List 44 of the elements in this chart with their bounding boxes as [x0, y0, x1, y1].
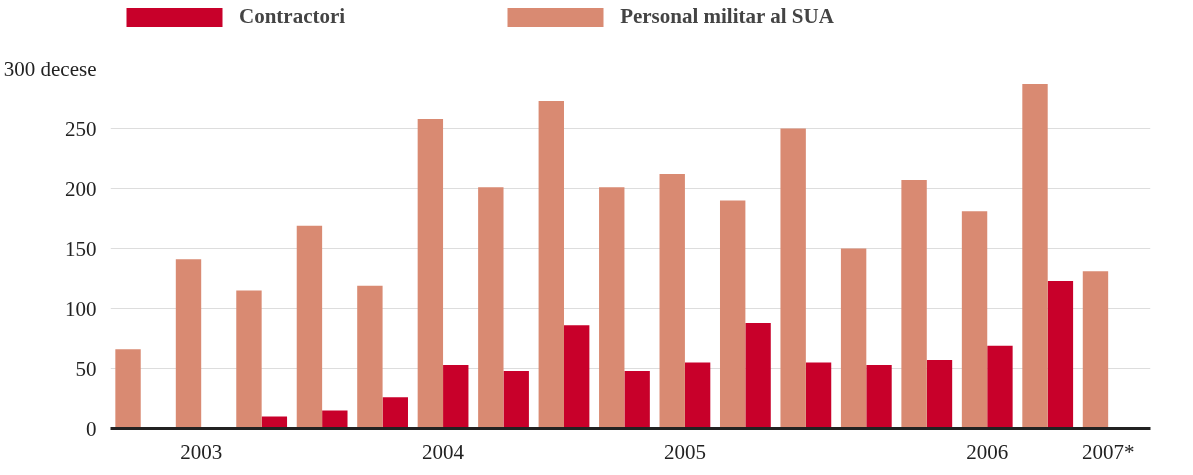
bar [840, 248, 867, 429]
bar [1082, 271, 1109, 429]
bar [322, 410, 348, 429]
bar [478, 187, 504, 429]
legend-label: Contractori [239, 4, 346, 29]
y-tick-label: 300 decese [3, 56, 97, 81]
bar [805, 362, 832, 429]
bar [624, 370, 650, 429]
bar [236, 290, 262, 429]
x-tick-label: 2004 [422, 439, 465, 464]
bar [961, 211, 988, 429]
x-tick-label: 2003 [180, 439, 223, 464]
y-tick-label: 150 [65, 236, 97, 261]
bar [987, 345, 1013, 429]
y-tick-label: 200 [65, 176, 97, 201]
bar [719, 200, 746, 429]
bar [296, 225, 323, 429]
bar [780, 128, 806, 429]
bar [1022, 84, 1048, 429]
legend-label: Personal militar al SUA [620, 4, 834, 29]
bar [745, 322, 771, 429]
x-tick-label: 2005 [663, 439, 706, 464]
bar [599, 187, 625, 429]
y-tick-label: 250 [65, 116, 97, 141]
bar [901, 180, 927, 429]
x-tick-label: 2007* [1081, 439, 1135, 464]
bar [443, 364, 469, 429]
bar [659, 174, 685, 429]
y-tick-label: 100 [65, 296, 97, 321]
bar [382, 397, 408, 429]
bar [503, 370, 529, 429]
bar [866, 364, 892, 429]
y-tick-label: 50 [75, 356, 97, 381]
bar [684, 362, 711, 429]
x-tick-label: 2006 [966, 439, 1009, 464]
bar [115, 349, 141, 429]
bar [538, 100, 564, 429]
y-tick-label: 0 [86, 416, 97, 441]
bar [926, 360, 953, 429]
bar [563, 325, 590, 429]
bar [357, 285, 383, 429]
bar [1047, 280, 1074, 429]
bar [175, 259, 202, 429]
bar [417, 118, 444, 429]
